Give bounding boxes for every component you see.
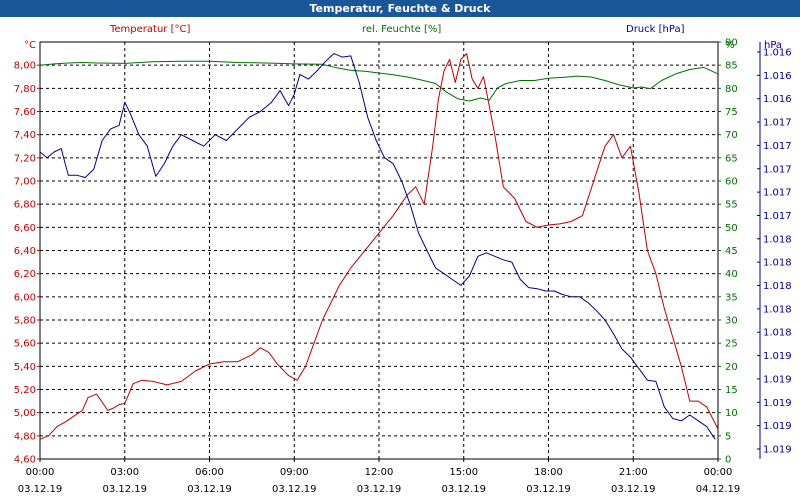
pressure-tick-label: 1.016 [763,71,792,82]
chart-canvas: 4,60 4,80 5,00 5,20 5,40 5,60 5,80 6,00 6,20 6,40… [14,38,792,496]
temperature-tick-label: 4,80 [14,431,36,442]
x-tick-date-label: 03.12.19 [272,484,317,495]
temperature-line [39,53,719,440]
humidity-header: rel. Feuchte [%] [362,24,442,35]
humidity-tick-label: 15 [725,385,738,396]
temperature-tick-label: 6,20 [14,269,36,280]
x-tick-date-label: 03.12.19 [102,484,147,495]
humidity-line [39,60,719,102]
temperature-tick-label: 7,80 [14,84,36,95]
pressure-tick-label: 1.018 [763,328,792,339]
pressure-tick-label: 1.018 [763,234,792,245]
temperature-tick-label: 5,00 [14,408,36,419]
humidity-tick-label: 45 [725,246,738,257]
pressure-tick-label: 1.019 [763,398,792,409]
pressure-tick-label: 1.017 [763,211,792,222]
pressure-unit: hPa [764,40,783,51]
humidity-tick-label: 35 [725,292,738,303]
pressure-tick-label: 1.019 [763,351,792,362]
pressure-tick-label: 1.019 [763,445,792,456]
x-tick-time-label: 03:00 [110,467,139,478]
x-tick-date-label: 03.12.19 [611,484,656,495]
humidity-tick-label: 30 [725,316,738,327]
pressure-header: Druck [hPa] [626,24,685,35]
chart-title: Temperatur, Feuchte & Druck [0,0,800,17]
humidity-tick-label: 70 [725,130,738,141]
pressure-tick-label: 1.017 [763,141,792,152]
humidity-tick-label: 55 [725,200,738,211]
x-tick-time-label: 09:00 [280,467,309,478]
temperature-tick-label: 7,40 [14,130,36,141]
humidity-tick-label: 40 [725,269,738,280]
humidity-tick-label: 10 [725,408,738,419]
x-tick-time-label: 21:00 [619,467,648,478]
humidity-tick-label: 75 [725,107,738,118]
temperature-tick-label: 7,20 [14,153,36,164]
pressure-tick-label: 1.016 [763,48,792,59]
pressure-tick-label: 1.017 [763,164,792,175]
pressure-tick-label: 1.019 [763,374,792,385]
humidity-unit: % [725,40,735,51]
humidity-tick-label: 0 [725,455,731,466]
temperature-tick-label: 6,00 [14,292,36,303]
temperature-tick-label: 6,40 [14,246,36,257]
x-tick-date-label: 03.12.19 [526,484,571,495]
pressure-tick-label: 1.017 [763,188,792,199]
x-tick-date-label: 03.12.19 [441,484,486,495]
pressure-tick-label: 1.017 [763,118,792,129]
humidity-tick-label: 50 [725,223,738,234]
x-tick-date-label: 03.12.19 [357,484,402,495]
humidity-tick-label: 20 [725,362,738,373]
temperature-tick-label: 5,80 [14,316,36,327]
temperature-tick-label: 7,60 [14,107,36,118]
pressure-tick-label: 1.018 [763,258,792,269]
pressure-tick-label: 1.018 [763,281,792,292]
humidity-tick-label: 5 [725,431,731,442]
temperature-tick-label: 8,00 [14,61,36,72]
x-tick-time-label: 12:00 [365,467,394,478]
humidity-tick-label: 85 [725,61,738,72]
pressure-tick-label: 1.019 [763,421,792,432]
temperature-unit: °C [24,40,36,51]
temperature-tick-label: 5,20 [14,385,36,396]
x-tick-date-label: 03.12.19 [18,484,63,495]
x-tick-time-label: 06:00 [195,467,224,478]
temperature-tick-label: 4,60 [14,455,36,466]
x-tick-time-label: 00:00 [26,467,55,478]
humidity-tick-label: 65 [725,153,738,164]
humidity-tick-label: 25 [725,339,738,350]
humidity-tick-label: 90 [725,38,738,49]
x-tick-time-label: 18:00 [534,467,563,478]
temperature-tick-label: 5,40 [14,362,36,373]
pressure-line [39,53,716,440]
temperature-tick-label: 5,60 [14,339,36,350]
pressure-tick-label: 1.016 [763,94,792,105]
x-tick-date-label: 04.12.19 [696,484,741,495]
humidity-tick-label: 60 [725,177,738,188]
x-tick-date-label: 03.12.19 [187,484,232,495]
temperature-tick-label: 6,60 [14,223,36,234]
pressure-tick-label: 1.018 [763,304,792,315]
humidity-tick-label: 80 [725,84,738,95]
temperature-tick-label: 6,80 [14,200,36,211]
x-tick-time-label: 00:00 [704,467,733,478]
temperature-header: Temperatur [°C] [110,24,191,35]
temperature-tick-label: 7,00 [14,177,36,188]
x-tick-time-label: 15:00 [449,467,478,478]
